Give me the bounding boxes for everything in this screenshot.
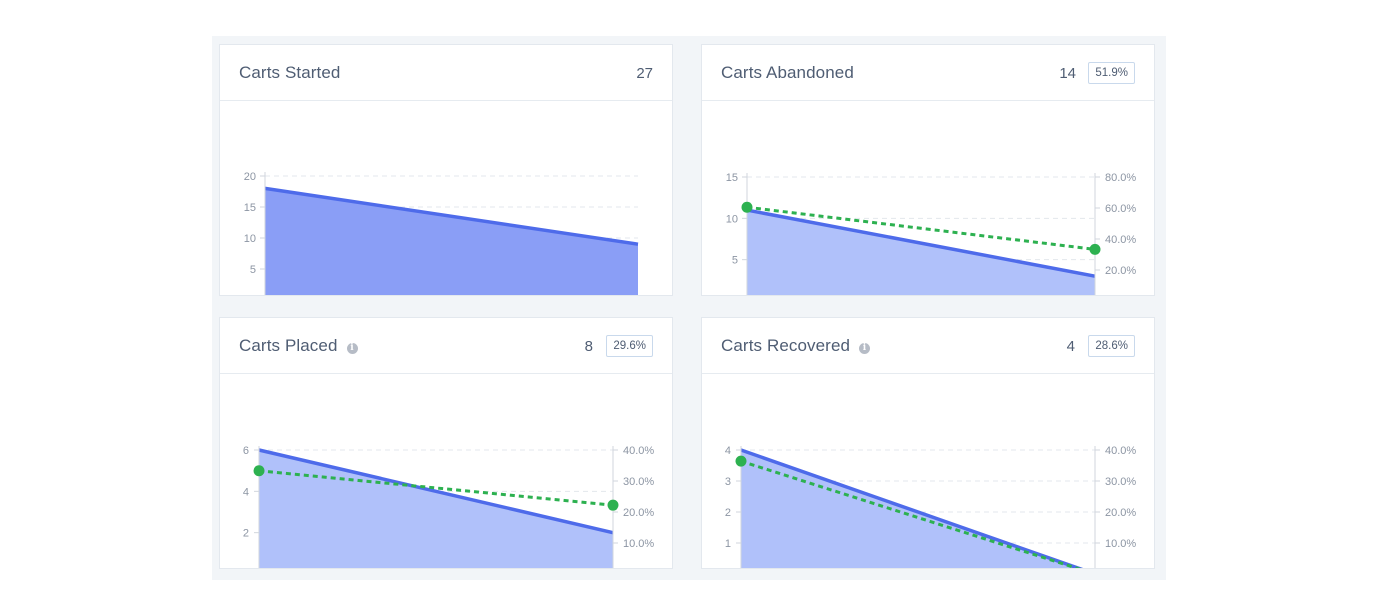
y2-tick-label: 10.0% — [1105, 538, 1136, 550]
y-tick-label: 4 — [243, 486, 249, 498]
rate-point — [253, 465, 265, 477]
y-tick-label: 15 — [726, 172, 738, 184]
y-tick-label: 1 — [725, 538, 731, 550]
y-tick-label: 10 — [244, 233, 256, 245]
card-header: Carts Placed i 8 29.6% — [220, 318, 672, 374]
card-title: Carts Placed i — [239, 336, 358, 356]
y-tick-label: 2 — [725, 507, 731, 519]
y2-tick-label: 10.0% — [623, 538, 654, 550]
y-tick-label: 5 — [732, 255, 738, 267]
y2-tick-label: 30.0% — [623, 476, 654, 488]
rate-line — [746, 205, 1096, 251]
y-tick-label: 2 — [243, 528, 249, 540]
percent-badge: 51.9% — [1088, 62, 1135, 84]
series-line — [746, 208, 1096, 278]
card-title-text: Carts Recovered — [721, 336, 851, 355]
series-area — [259, 450, 613, 568]
percent-badge: 28.6% — [1088, 335, 1135, 357]
y2-tick-label: 20.0% — [1105, 265, 1136, 277]
y-tick-label: 20 — [244, 171, 256, 183]
chart-carts-placed: 0246Jun '18Jul '1810.0%20.0%30.0%40.0% — [243, 445, 654, 568]
y2-tick-label: 60.0% — [1105, 203, 1136, 215]
card-value: 8 — [584, 338, 593, 355]
rate-point — [1089, 243, 1101, 255]
series-line — [740, 448, 1084, 568]
dashboard-panel: Carts Started 27 05101520Jun '18Jul '18 … — [212, 36, 1166, 580]
card-title-text: Carts Placed — [239, 336, 338, 355]
series-line — [264, 186, 639, 246]
y2-tick-label: 20.0% — [1105, 507, 1136, 519]
rate-point — [607, 499, 619, 511]
y-tick-label: 4 — [725, 445, 731, 457]
card-title-text: Carts Abandoned — [721, 63, 854, 82]
rate-point — [741, 201, 753, 213]
chart-carts-started: 05101520Jun '18Jul '18 — [244, 171, 639, 295]
percent-badge: 29.6% — [606, 335, 653, 357]
series-line — [258, 448, 614, 535]
y2-tick-label: 40.0% — [1105, 445, 1136, 457]
card-header: Carts Recovered i 4 28.6% — [702, 318, 1154, 374]
y2-tick-label: 40.0% — [623, 445, 654, 457]
rate-line — [740, 459, 1082, 568]
y2-tick-label: 80.0% — [1105, 172, 1136, 184]
card-value: 14 — [1059, 65, 1076, 82]
y-tick-label: 10 — [726, 213, 738, 225]
y2-tick-label: 20.0% — [623, 507, 654, 519]
chart-carts-recovered: 01234Jun '18Jul '1810.0%20.0%30.0%40.0% — [725, 445, 1136, 568]
card-header: Carts Started 27 — [220, 45, 672, 101]
series-area — [747, 210, 1095, 295]
chart-carts-abandoned: 051015Jun '18Jul '1820.0%40.0%60.0%80.0% — [726, 172, 1136, 295]
y-tick-label: 6 — [243, 445, 249, 457]
info-icon[interactable]: i — [859, 343, 871, 354]
card-value: 4 — [1066, 338, 1075, 355]
card-title: Carts Abandoned — [721, 63, 854, 83]
card-value: 27 — [636, 65, 653, 82]
y2-tick-label: 40.0% — [1105, 234, 1136, 246]
y-tick-label: 3 — [725, 476, 731, 488]
card-title: Carts Recovered i — [721, 336, 871, 356]
card-title: Carts Started — [239, 63, 340, 83]
info-icon[interactable]: i — [346, 343, 358, 354]
card-carts-started: Carts Started 27 05101520Jun '18Jul '18 — [219, 44, 673, 296]
card-header: Carts Abandoned 14 51.9% — [702, 45, 1154, 101]
y-tick-label: 5 — [250, 264, 256, 276]
series-area — [265, 188, 638, 295]
card-carts-abandoned: Carts Abandoned 14 51.9% 051015Jun '18Ju… — [701, 44, 1155, 296]
rate-point — [735, 455, 747, 467]
y-tick-label: 15 — [244, 202, 256, 214]
card-title-text: Carts Started — [239, 63, 341, 82]
y2-tick-label: 30.0% — [1105, 476, 1136, 488]
